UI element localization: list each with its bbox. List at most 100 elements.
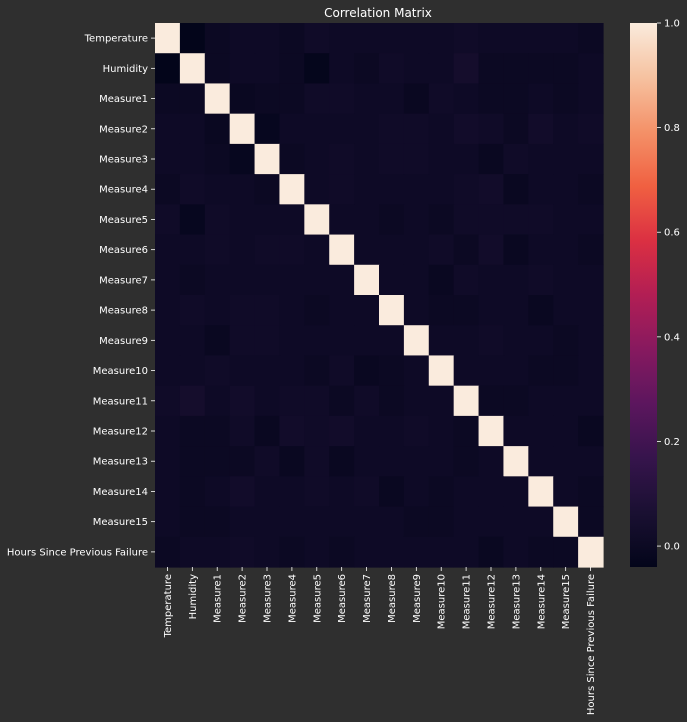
heatmap-cell <box>329 295 355 326</box>
heatmap-cell <box>304 174 330 205</box>
heatmap-cell <box>528 83 554 115</box>
heatmap-cell <box>304 113 330 145</box>
heatmap-cell <box>403 446 430 477</box>
heatmap-cell <box>204 355 231 387</box>
heatmap-cell <box>155 174 181 205</box>
heatmap-cell <box>553 325 579 357</box>
heatmap-cell <box>379 446 405 477</box>
heatmap-cell <box>478 264 505 296</box>
colorbar-tick-label: 0.0 <box>664 542 680 553</box>
heatmap-cell <box>578 23 604 54</box>
heatmap-cell <box>528 355 554 387</box>
heatmap-cell <box>578 204 604 236</box>
heatmap-cell <box>478 446 505 477</box>
heatmap-cell <box>453 113 480 145</box>
heatmap-cell <box>179 295 206 326</box>
heatmap-cell <box>229 355 256 387</box>
heatmap-cell <box>578 415 604 447</box>
heatmap-cell <box>403 53 430 85</box>
heatmap-cell <box>553 415 579 447</box>
heatmap-cell <box>503 385 529 417</box>
heatmap-cell <box>304 295 330 326</box>
heatmap-cell <box>179 506 206 538</box>
heatmap-cell <box>279 264 305 296</box>
heatmap-cell <box>403 83 430 115</box>
heatmap-cell <box>204 83 231 115</box>
heatmap-cell <box>478 506 505 538</box>
heatmap-cell <box>254 295 281 326</box>
heatmap-cell <box>279 506 305 538</box>
heatmap-cell <box>204 264 231 296</box>
heatmap-cell <box>578 506 604 538</box>
heatmap-cell <box>453 446 480 477</box>
heatmap-cell <box>229 415 256 447</box>
heatmap-cell <box>329 415 355 447</box>
heatmap-cell <box>329 506 355 538</box>
heatmap-cell <box>155 325 181 357</box>
heatmap-cell <box>254 53 281 85</box>
y-tick-label: Measure8 <box>99 306 148 317</box>
heatmap-cell <box>578 83 604 115</box>
heatmap-cell <box>229 204 256 236</box>
heatmap-cell <box>503 143 529 175</box>
heatmap-cell <box>528 53 554 85</box>
heatmap-cell <box>478 83 505 115</box>
heatmap-cell <box>329 446 355 477</box>
heatmap-cell <box>578 53 604 85</box>
heatmap-cell <box>279 234 305 266</box>
heatmap-cell <box>329 143 355 175</box>
heatmap-cell <box>578 143 604 175</box>
x-tick-label: Measure8 <box>387 574 398 623</box>
heatmap-cell <box>254 83 281 115</box>
heatmap-cell <box>254 143 281 175</box>
heatmap-cell <box>503 446 529 477</box>
heatmap-cell <box>553 536 579 568</box>
heatmap-cell <box>155 264 181 296</box>
heatmap-cell <box>453 385 480 417</box>
heatmap-cell <box>354 385 380 417</box>
heatmap-cell <box>553 234 579 266</box>
heatmap-cell <box>329 355 355 387</box>
heatmap-cells <box>155 23 604 568</box>
heatmap-cell <box>403 234 430 266</box>
heatmap-cell <box>453 53 480 85</box>
heatmap-cell <box>254 204 281 236</box>
heatmap-cell <box>229 174 256 205</box>
heatmap-cell <box>279 174 305 205</box>
heatmap-cell <box>503 536 529 568</box>
heatmap-cell <box>428 506 455 538</box>
heatmap-cell <box>453 295 480 326</box>
heatmap-cell <box>329 174 355 205</box>
heatmap-cell <box>354 355 380 387</box>
heatmap-cell <box>279 143 305 175</box>
x-tick-label: Temperature <box>163 574 174 638</box>
heatmap-cell <box>379 234 405 266</box>
heatmap-cell <box>279 53 305 85</box>
heatmap-cell <box>155 506 181 538</box>
heatmap-cell <box>578 536 604 568</box>
heatmap-cell <box>379 415 405 447</box>
y-tick-label: Measure14 <box>93 487 148 498</box>
heatmap-cell <box>304 476 330 508</box>
heatmap-cell <box>279 355 305 387</box>
heatmap-cell <box>528 446 554 477</box>
heatmap-cell <box>204 113 231 145</box>
heatmap-cell <box>229 264 256 296</box>
heatmap-cell <box>503 83 529 115</box>
heatmap-cell <box>379 325 405 357</box>
heatmap-cell <box>329 385 355 417</box>
heatmap-cell <box>528 234 554 266</box>
heatmap-cell <box>204 446 231 477</box>
heatmap-cell <box>553 446 579 477</box>
heatmap-cell <box>379 264 405 296</box>
heatmap-cell <box>428 204 455 236</box>
heatmap-cell <box>503 476 529 508</box>
heatmap-cell <box>179 385 206 417</box>
heatmap-cell <box>403 325 430 357</box>
heatmap-cell <box>553 264 579 296</box>
y-tick-label: Temperature <box>84 34 148 45</box>
heatmap-cell <box>428 53 455 85</box>
heatmap-cell <box>528 476 554 508</box>
heatmap-cell <box>229 53 256 85</box>
